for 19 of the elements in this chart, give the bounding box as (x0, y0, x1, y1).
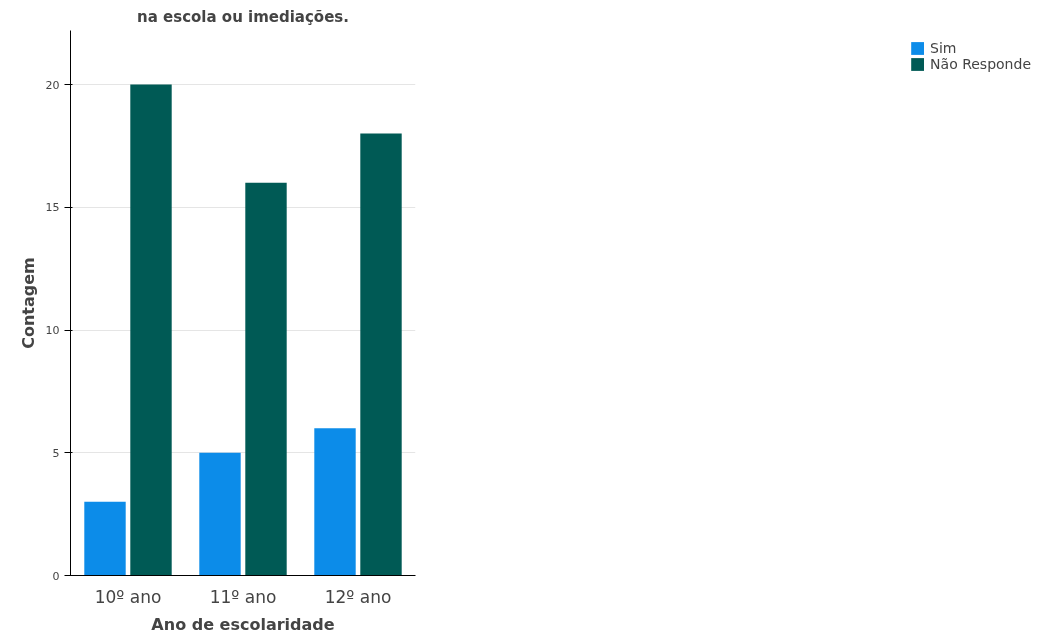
y-tick-label: 15 (45, 201, 60, 215)
x-tick-label: 10º ano (94, 586, 162, 607)
x-axis-title: Ano de escolaridade (151, 614, 335, 634)
y-tick-label: 20 (45, 78, 60, 92)
x-tick-label: 12º ano (324, 586, 392, 607)
legend-label: Não Responde (930, 56, 1031, 72)
bar (245, 182, 287, 576)
y-tick-label: 10 (45, 324, 60, 337)
bar (360, 133, 402, 576)
bar (84, 501, 126, 576)
bar (130, 84, 172, 576)
legend-label: Sim (930, 40, 957, 56)
y-axis-title: Contagem (18, 257, 38, 349)
x-tick-label: 11º ano (209, 586, 277, 607)
y-tick-label: 5 (52, 446, 60, 460)
chart-title: na escola ou imediações. (137, 7, 349, 26)
bar (314, 428, 356, 576)
bar (199, 452, 241, 576)
y-tick-label: 0 (52, 569, 60, 583)
